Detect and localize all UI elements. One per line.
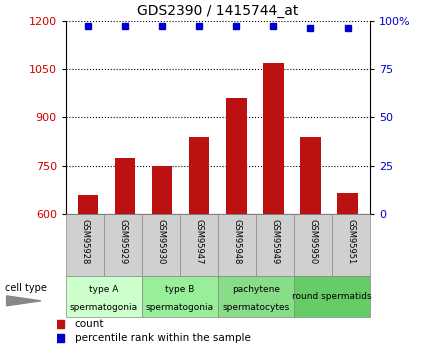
Text: GSM95947: GSM95947 xyxy=(194,219,203,264)
Bar xyxy=(294,214,332,276)
Bar xyxy=(152,166,173,214)
Text: count: count xyxy=(74,319,104,329)
Text: GSM95949: GSM95949 xyxy=(270,219,279,264)
Bar xyxy=(263,62,283,214)
Text: type B: type B xyxy=(165,285,195,294)
Text: GSM95948: GSM95948 xyxy=(232,219,241,264)
Text: spermatogonia: spermatogonia xyxy=(70,303,138,312)
Bar xyxy=(332,214,370,276)
Text: GSM95950: GSM95950 xyxy=(308,219,317,264)
Bar xyxy=(300,137,320,214)
Bar xyxy=(142,276,218,317)
Bar xyxy=(66,276,142,317)
Bar xyxy=(226,98,246,214)
Bar xyxy=(294,276,370,317)
Text: round spermatids: round spermatids xyxy=(292,292,371,301)
Bar xyxy=(180,214,218,276)
Bar xyxy=(256,214,294,276)
Text: percentile rank within the sample: percentile rank within the sample xyxy=(74,333,250,343)
Text: pachytene: pachytene xyxy=(232,285,280,294)
Text: GSM95928: GSM95928 xyxy=(80,219,89,264)
Text: type A: type A xyxy=(89,285,119,294)
Bar xyxy=(104,214,142,276)
Bar xyxy=(115,158,135,214)
Bar xyxy=(142,214,180,276)
Bar xyxy=(189,137,210,214)
Bar xyxy=(66,214,104,276)
Text: spermatocytes: spermatocytes xyxy=(222,303,289,312)
Text: GSM95951: GSM95951 xyxy=(346,219,355,264)
Bar xyxy=(218,276,294,317)
Polygon shape xyxy=(7,296,41,306)
Bar xyxy=(78,195,98,214)
Text: spermatogonia: spermatogonia xyxy=(146,303,214,312)
Text: cell type: cell type xyxy=(5,283,47,293)
Text: GSM95929: GSM95929 xyxy=(118,219,127,264)
Bar xyxy=(337,193,358,214)
Title: GDS2390 / 1415744_at: GDS2390 / 1415744_at xyxy=(137,4,298,18)
Bar xyxy=(218,214,256,276)
Text: GSM95930: GSM95930 xyxy=(156,219,165,264)
